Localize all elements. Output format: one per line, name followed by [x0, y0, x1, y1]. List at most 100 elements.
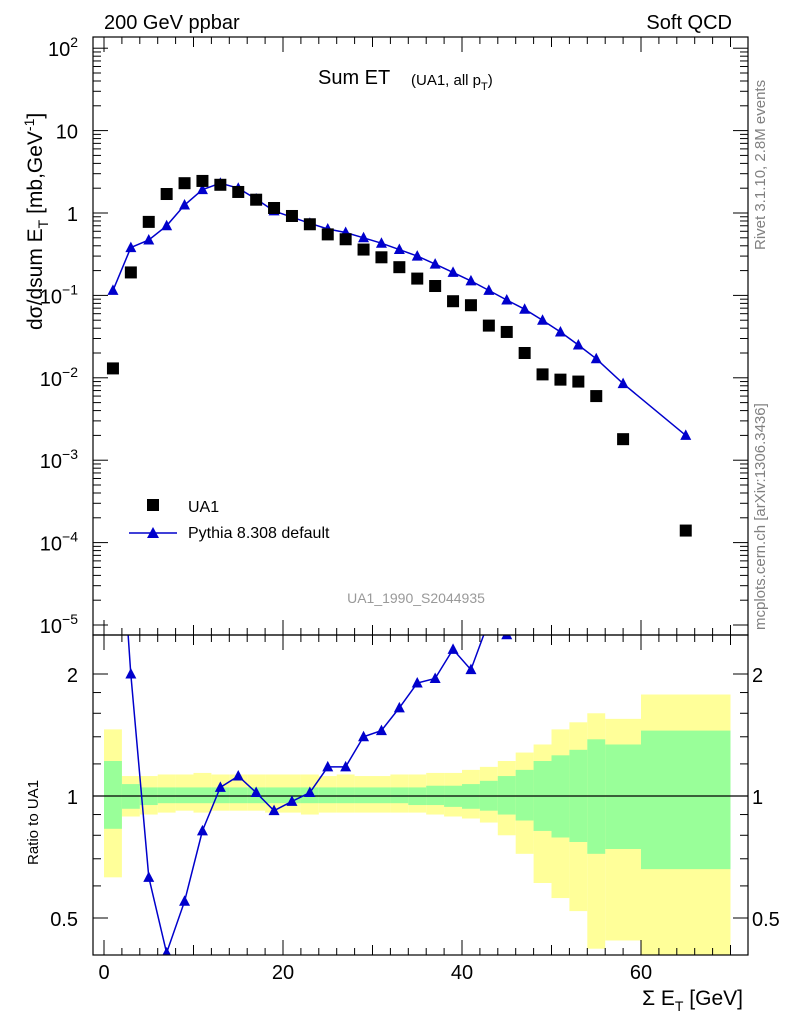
legend-marker-ua1	[147, 499, 159, 511]
ua1-point	[250, 193, 263, 206]
pythia-point	[161, 219, 173, 231]
y-axis-label: dσ/dsum ET [mb,GeV-1]	[21, 113, 51, 330]
ua1-point	[482, 319, 495, 332]
ratio-point	[179, 895, 191, 906]
pythia-point	[483, 284, 495, 295]
ratio-point	[519, 575, 530, 586]
pythia-point	[393, 243, 405, 255]
plot-subtitle-sub: T	[481, 81, 488, 93]
ratio-band-green	[193, 787, 212, 804]
ua1-point	[375, 251, 388, 264]
ratio-band-green	[318, 787, 337, 804]
ua1-point	[393, 261, 406, 274]
ua1-point	[572, 375, 585, 388]
y-axis-label-unit: [mb,GeV	[24, 131, 47, 220]
ua1-point	[518, 346, 531, 359]
ratio-y-tick-label-right: 0.5	[752, 909, 780, 931]
plot-subtitle: (UA1, all pT)	[411, 72, 493, 93]
pythia-point	[358, 231, 370, 243]
main-y-tick-label: 10−5	[40, 611, 78, 638]
ratio-band-green	[265, 787, 283, 804]
x-tick-label: 40	[451, 962, 473, 984]
main-y-tick-base: 10	[56, 122, 78, 144]
ratio-point	[143, 871, 155, 882]
ratio-point	[268, 804, 280, 816]
ratio-point	[125, 668, 137, 679]
ua1-point	[590, 390, 603, 403]
pythia-point	[501, 293, 513, 305]
ratio-point	[555, 555, 566, 566]
main-y-tick-exp: −1	[62, 281, 78, 297]
ua1-point	[124, 266, 137, 279]
ua1-point	[500, 325, 513, 338]
y-axis-label-exp: -1	[21, 118, 37, 131]
ua1-point	[106, 362, 119, 375]
main-y-tick-exp: −3	[62, 446, 78, 462]
ua1-point	[303, 218, 316, 231]
main-y-tick-label: 10−4	[40, 529, 78, 556]
main-series	[106, 174, 692, 537]
pythia-point	[537, 314, 549, 325]
legend-label-ua1: UA1	[188, 499, 219, 516]
ratio-y-tick-label-right: 1	[752, 787, 763, 809]
pythia-point	[554, 325, 566, 337]
ratio-point	[618, 518, 629, 529]
pythia-point	[465, 274, 477, 286]
ua1-point	[429, 280, 442, 293]
mcplots-reference: mcplots.cern.ch [arXiv:1306.3436]	[752, 403, 769, 630]
ratio-band-green	[175, 787, 194, 804]
ratio-point	[340, 760, 352, 772]
ratio-y-tick-label: 0.5	[50, 909, 78, 931]
pythia-point	[375, 237, 387, 248]
pythia-point	[680, 429, 692, 440]
main-y-tick-base: 10	[40, 616, 62, 638]
pythia-point	[572, 339, 584, 350]
ratio-band-green	[157, 787, 176, 804]
ua1-point	[464, 299, 477, 312]
main-y-tick-exp: −2	[62, 364, 78, 380]
main-y-tick-label: 10−3	[40, 446, 78, 473]
ratio-band-green	[515, 769, 534, 821]
pythia-point	[429, 258, 441, 269]
ratio-y-label: Ratio to UA1	[25, 780, 42, 865]
pythia-point	[411, 250, 423, 261]
ua1-point	[232, 185, 245, 198]
ratio-point	[232, 770, 244, 781]
ratio-point	[537, 525, 548, 536]
pythia-point	[590, 352, 602, 364]
ratio-point	[196, 824, 208, 836]
ua1-point	[617, 433, 630, 446]
y-axis-label-main: dσ/dsum E	[24, 228, 47, 330]
ratio-panel: 2 2 1 1 0.5 0.5 0 20 40 60 Ratio to UA1 Σ ET [GeV…	[25, 326, 780, 1014]
ua1-point	[142, 215, 155, 228]
ratio-point	[680, 326, 691, 337]
ratio-band-green	[229, 787, 248, 804]
main-y-tick-base: 1	[67, 204, 78, 226]
main-y-tick-base: 10	[40, 286, 62, 308]
ratio-point	[591, 609, 602, 620]
ua1-point	[679, 524, 692, 537]
ua1-point	[411, 272, 424, 285]
pythia-point	[179, 199, 191, 210]
main-y-tick-base: 10	[48, 39, 70, 61]
pythia-point	[107, 284, 119, 295]
ratio-band-green	[426, 785, 445, 806]
x-tick-label: 20	[272, 962, 294, 984]
ratio-y-tick-label: 1	[67, 787, 78, 809]
main-y-tick-base: 10	[40, 534, 62, 556]
pythia-point	[143, 234, 155, 245]
ua1-point	[321, 228, 334, 241]
ua1-point	[178, 177, 191, 190]
ratio-point	[429, 672, 441, 683]
x-axis-label: Σ ET [GeV]	[642, 987, 743, 1014]
main-y-tick-exp: −5	[62, 611, 78, 627]
ratio-series	[125, 326, 691, 955]
ratio-point	[483, 615, 494, 626]
x-axis-label-unit: [GeV]	[683, 987, 743, 1010]
plot-subtitle-main: (UA1, all p	[411, 72, 481, 89]
y-axis-label-sub: T	[35, 219, 51, 228]
ratio-point	[375, 724, 387, 736]
ua1-point	[536, 368, 549, 381]
